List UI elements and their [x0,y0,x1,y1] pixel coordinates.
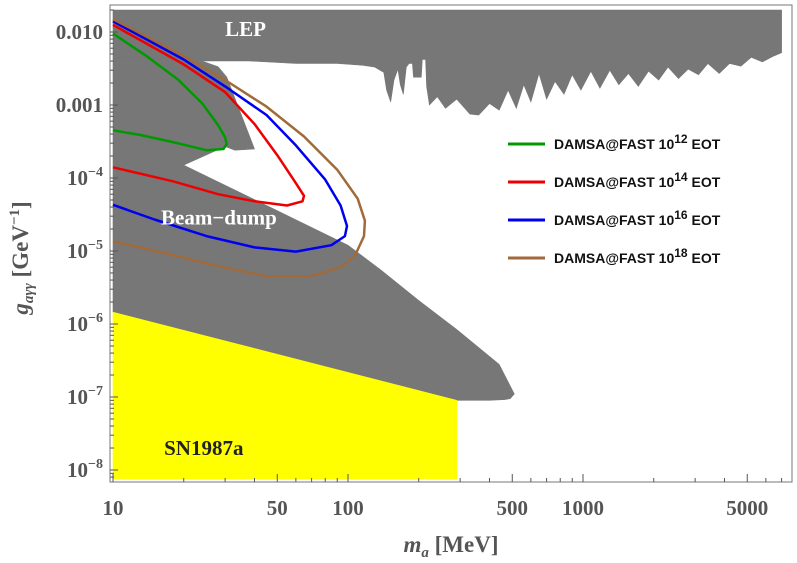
plot-frame [109,4,793,483]
region-sn1987a [112,311,458,480]
region-label-lep: LEP [225,17,266,41]
y-tick-label: 10−5 [67,238,103,263]
legend-item-3: DAMSA@FAST 1016 EOT [508,208,721,228]
sensitivity-curves [112,17,367,278]
legend-item-1: DAMSA@FAST 1012 EOT [508,132,721,152]
y-axis: 0.010 0.001 10−4 10−5 10−6 10−7 10−8 [56,9,118,482]
x-tick-label: 500 [497,496,529,520]
legend-label: DAMSA@FAST 1018 EOT [554,246,721,266]
series-line-4 [112,17,367,278]
y-tick-label: 10−7 [67,384,103,409]
series-line-3 [112,20,349,253]
series-line-1 [112,32,229,152]
y-tick-label: 10−4 [67,165,103,190]
legend-item-4: DAMSA@FAST 1018 EOT [508,246,721,266]
region-lep [112,9,782,116]
x-tick-label: 10 [103,496,124,520]
excluded-regions [112,9,782,480]
series-line-2 [112,23,306,207]
plot-area: LEP Beam−dump SN1987a [109,4,793,483]
axis-titles: ma [MeV] gaγγ [GeV−1] [7,201,499,561]
y-tick-label: 10−6 [67,311,103,336]
region-label-sn1987a: SN1987a [164,436,244,460]
y-tick-label: 0.010 [56,20,103,44]
x-axis: 10 50 100 500 1000 5000 [103,474,783,520]
y-tick-label: 10−8 [67,457,103,482]
region-labels: LEP Beam−dump SN1987a [161,17,277,460]
legend-label: DAMSA@FAST 1016 EOT [554,208,721,228]
legend-label: DAMSA@FAST 1014 EOT [554,170,721,190]
legend-item-2: DAMSA@FAST 1014 EOT [508,170,721,190]
region-beam-dump [112,57,515,401]
x-axis-title: ma [MeV] [404,532,499,561]
y-axis-title: gaγγ [GeV−1] [7,201,37,315]
x-tick-label: 5000 [726,496,768,520]
legend-label: DAMSA@FAST 1012 EOT [554,132,721,152]
x-tick-label: 100 [332,496,364,520]
y-tick-label: 0.001 [56,93,103,117]
x-tick-label: 50 [267,496,288,520]
legend: DAMSA@FAST 1012 EOT DAMSA@FAST 1014 EOT DA… [508,132,721,266]
region-label-beam-dump: Beam−dump [161,206,277,230]
x-tick-label: 1000 [562,496,604,520]
